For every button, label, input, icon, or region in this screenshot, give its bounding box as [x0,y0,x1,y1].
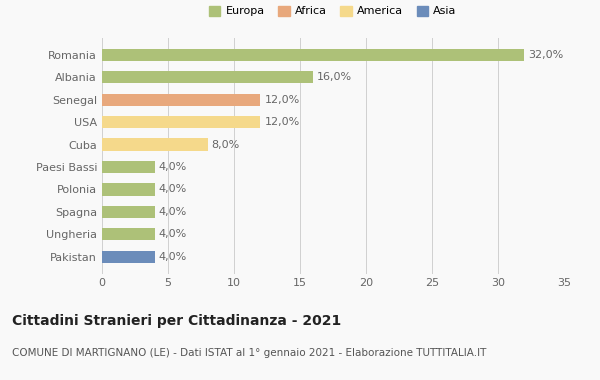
Text: 16,0%: 16,0% [317,72,352,82]
Bar [102,49,524,61]
Bar [102,250,155,263]
Bar [102,228,155,241]
Text: 12,0%: 12,0% [265,95,299,105]
Text: 4,0%: 4,0% [159,207,187,217]
Legend: Europa, Africa, America, Asia: Europa, Africa, America, Asia [205,1,461,21]
Bar [102,161,155,173]
Text: 4,0%: 4,0% [159,184,187,195]
Text: 4,0%: 4,0% [159,162,187,172]
Bar [102,93,260,106]
Text: 12,0%: 12,0% [265,117,299,127]
Text: 4,0%: 4,0% [159,229,187,239]
Bar [102,206,155,218]
Bar [102,138,208,151]
Bar [102,71,313,84]
Text: 4,0%: 4,0% [159,252,187,262]
Text: 8,0%: 8,0% [212,139,240,150]
Bar [102,183,155,196]
Text: Cittadini Stranieri per Cittadinanza - 2021: Cittadini Stranieri per Cittadinanza - 2… [12,314,341,328]
Text: 32,0%: 32,0% [529,50,563,60]
Text: COMUNE DI MARTIGNANO (LE) - Dati ISTAT al 1° gennaio 2021 - Elaborazione TUTTITA: COMUNE DI MARTIGNANO (LE) - Dati ISTAT a… [12,348,487,358]
Bar [102,116,260,128]
